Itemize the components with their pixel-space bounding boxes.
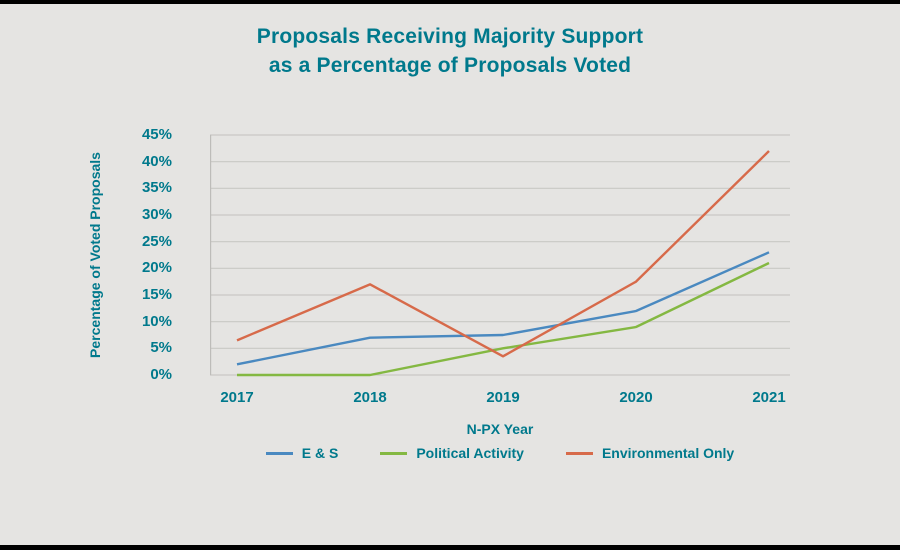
y-tick-label: 5%: [150, 339, 172, 357]
x-tick-label: 2019: [486, 389, 520, 406]
x-tick-label: 2017: [220, 389, 254, 406]
legend: E & S Political Activity Environmental Onl…: [210, 445, 790, 461]
legend-item-environmental-only: Environmental Only: [565, 445, 735, 461]
y-tick-label: 25%: [141, 232, 172, 250]
x-tick-label: 2020: [619, 389, 653, 406]
x-axis-title: N-PX Year: [466, 421, 534, 437]
y-tick-label: 35%: [141, 179, 172, 197]
x-axis-tick-labels: 2017 2018 2019 2020 2021: [210, 389, 790, 409]
series-line-political-activity: [237, 261, 770, 377]
plot-area: [210, 134, 790, 377]
y-tick-label: 20%: [141, 259, 172, 277]
chart-title: Proposals Receiving Majority Support as a…: [0, 22, 900, 81]
series-line-environmental-only: [236, 150, 770, 358]
y-tick-label: 30%: [141, 206, 172, 223]
chart-title-line2: as a Percentage of Proposals Voted: [268, 54, 632, 78]
y-axis-tick-labels: 0% 5% 10% 15% 20% 25% 30% 35% 40% 45%: [118, 126, 172, 383]
legend-line-swatch: [565, 451, 593, 455]
y-tick-label: 40%: [141, 152, 172, 170]
legend-label: Political Activity: [416, 445, 524, 461]
legend-line-swatch: [265, 451, 293, 455]
y-axis-title: Percentage of Voted Proposals: [87, 152, 103, 358]
chart-title-line1: Proposals Receiving Majority Support: [256, 25, 644, 48]
y-tick-label: 45%: [141, 126, 172, 143]
series-line-e-s: [236, 251, 770, 366]
legend-label: Environmental Only: [601, 445, 735, 461]
x-tick-label: 2018: [353, 389, 387, 406]
y-tick-label: 0%: [150, 366, 172, 383]
top-border: [0, 0, 900, 4]
legend-line-swatch: [380, 451, 408, 455]
legend-item-political-activity: Political Activity: [380, 445, 524, 461]
bottom-border: [0, 545, 900, 550]
y-tick-label: 15%: [141, 286, 172, 303]
legend-item-e-s: E & S: [265, 445, 339, 461]
y-tick-label: 10%: [141, 312, 172, 330]
legend-label: E & S: [301, 445, 339, 461]
x-tick-label: 2021: [752, 389, 786, 406]
